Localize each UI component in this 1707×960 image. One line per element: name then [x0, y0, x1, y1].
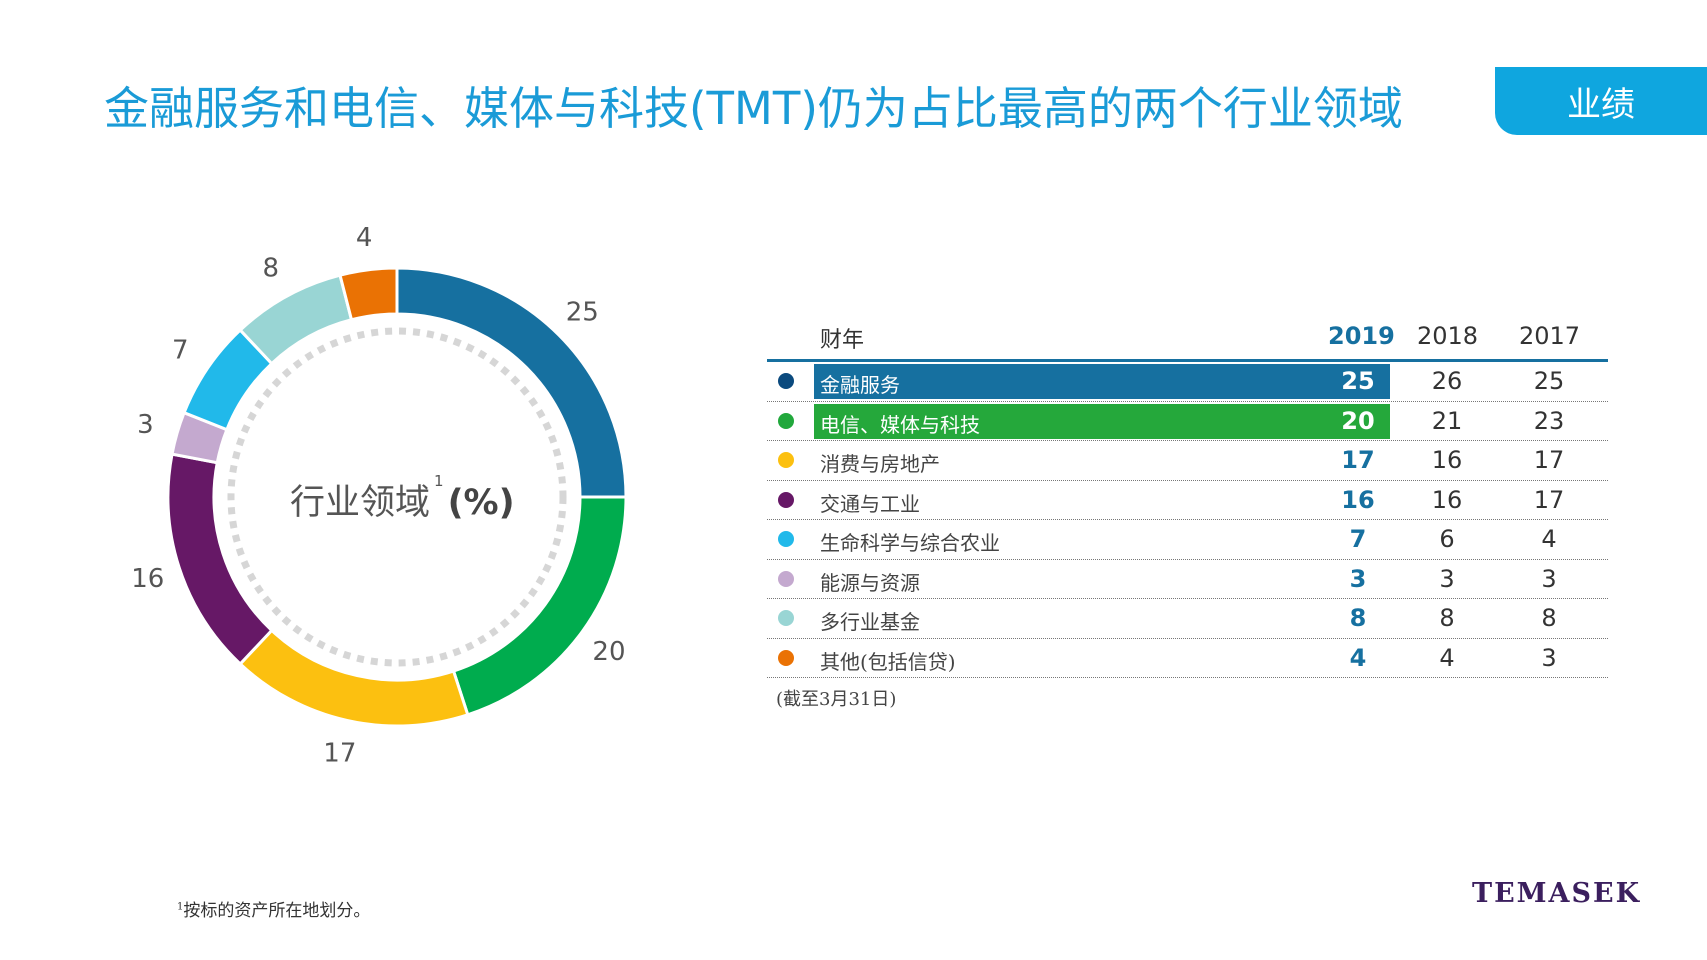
value-2019: 8	[1349, 604, 1367, 632]
value-2017: 3	[1541, 643, 1557, 672]
row-label: 其他(包括信贷)	[820, 649, 956, 674]
donut-data-label: 7	[172, 336, 189, 366]
center-title: 行业领域	[290, 483, 431, 523]
donut-data-label: 3	[137, 410, 154, 440]
page-title: 金融服务和电信、媒体与科技(TMT)仍为占比最高的两个行业领域	[104, 82, 1403, 135]
value-2017: 23	[1533, 406, 1565, 435]
row-label: 电信、媒体与科技	[820, 412, 980, 437]
value-2019: 4	[1349, 643, 1367, 672]
table-note: (截至3月31日)	[776, 689, 897, 710]
footnote-text: 按标的资产所在地划分。	[183, 901, 371, 921]
table-row: 其他(包括信贷) 4 4 3	[767, 639, 1608, 678]
footnote-mark: 1	[177, 901, 184, 913]
value-2018: 4	[1439, 643, 1455, 672]
donut-segment	[338, 266, 399, 322]
legend-dot-icon	[778, 531, 794, 547]
row-label: 能源与资源	[820, 570, 920, 595]
value-2017: 3	[1541, 564, 1557, 593]
donut-data-label: 4	[356, 223, 373, 253]
donut-data-label: 25	[566, 298, 599, 328]
table-row: 消费与房地产 17 16 17	[767, 441, 1608, 481]
header-2018: 2018	[1417, 322, 1479, 350]
donut-segment	[451, 495, 628, 717]
header-2017: 2017	[1519, 322, 1581, 350]
value-2019: 25	[1341, 367, 1375, 395]
legend-dot-icon	[778, 649, 794, 666]
center-unit: (%)	[447, 483, 515, 523]
row-highlight	[814, 403, 1390, 439]
donut-data-label: 16	[131, 564, 164, 594]
legend-dot-icon	[778, 373, 794, 389]
row-label: 消费与房地产	[820, 452, 940, 476]
donut-data-label: 17	[323, 739, 356, 769]
center-footnote-mark: 1	[434, 472, 444, 490]
donut-center-label: 行业领域1(%)	[290, 472, 515, 525]
legend-dot-icon	[778, 570, 794, 587]
donut-data-label: 20	[592, 637, 625, 667]
value-2018: 3	[1439, 564, 1455, 593]
value-2017: 17	[1533, 485, 1565, 514]
header-2019: 2019	[1328, 322, 1395, 350]
value-2018: 6	[1439, 525, 1455, 553]
row-label: 交通与工业	[820, 491, 920, 516]
value-2019: 16	[1341, 485, 1375, 514]
value-2018: 8	[1439, 604, 1455, 632]
value-2017: 25	[1533, 367, 1565, 395]
table-row: 能源与资源 3 3 3	[767, 560, 1608, 599]
section-tab: 业绩	[1495, 67, 1707, 135]
value-2017: 4	[1541, 525, 1557, 553]
table-row: 金融服务 25 26 25	[767, 362, 1608, 402]
table-header: 财年 2019 2018 2017	[767, 316, 1608, 362]
table-row: 生命科学与综合农业 7 6 4	[767, 520, 1608, 560]
table-row: 电信、媒体与科技 20 21 23	[767, 402, 1608, 441]
sector-table: 财年 2019 2018 2017 金融服务 25 26 25 电信、媒体与科技 20 21…	[767, 316, 1608, 678]
value-2019: 3	[1349, 564, 1367, 593]
donut-segment	[166, 452, 274, 667]
footnote: 1按标的资产所在地划分。	[177, 896, 370, 921]
legend-dot-icon	[778, 610, 794, 626]
row-label: 多行业基金	[820, 610, 920, 634]
value-2019: 20	[1341, 406, 1375, 435]
header-fiscal-year: 财年	[820, 328, 865, 353]
donut-chart: 25 20 17 16 3 7 8 4	[131, 223, 628, 769]
table-row: 交通与工业 16 16 17	[767, 481, 1608, 520]
temasek-logo: TEMASEK	[1472, 878, 1642, 909]
value-2017: 17	[1533, 446, 1565, 474]
donut-data-label: 8	[263, 253, 280, 283]
value-2018: 26	[1431, 367, 1463, 395]
value-2018: 21	[1431, 406, 1463, 435]
value-2017: 8	[1541, 604, 1557, 632]
legend-dot-icon	[778, 452, 794, 468]
value-2018: 16	[1431, 446, 1463, 474]
donut-segment	[238, 628, 470, 728]
row-highlight	[814, 364, 1390, 399]
value-2018: 16	[1431, 485, 1463, 514]
row-label: 生命科学与综合农业	[820, 531, 1000, 555]
value-2019: 17	[1341, 446, 1375, 474]
dotted-inner-ring	[227, 327, 567, 667]
value-2019: 7	[1349, 525, 1367, 553]
legend-dot-icon	[778, 491, 794, 508]
legend-dot-icon	[778, 412, 794, 429]
section-tab-label: 业绩	[1567, 84, 1635, 125]
row-label: 金融服务	[820, 373, 900, 397]
table-row: 多行业基金 8 8 8	[767, 599, 1608, 639]
